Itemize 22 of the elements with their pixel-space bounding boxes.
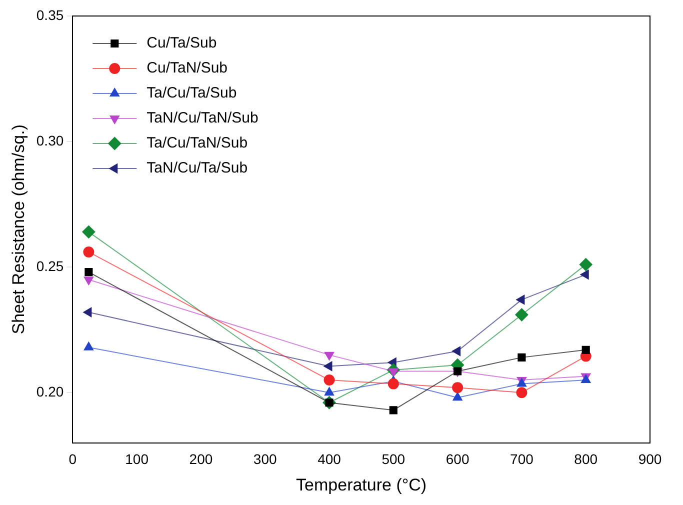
y-tick-label: 0.25 <box>36 258 64 274</box>
y-axis-title: Sheet Resistance (ohm/sq.) <box>8 124 28 334</box>
y-tick-label: 0.30 <box>36 132 64 148</box>
legend-label: Ta/Cu/TaN/Sub <box>146 134 248 152</box>
y-tick-label: 0.20 <box>36 383 64 400</box>
x-tick-label: 900 <box>638 451 662 468</box>
x-tick-label: 700 <box>510 451 534 468</box>
x-tick-label: 500 <box>382 451 406 468</box>
x-tick-label: 400 <box>318 451 342 468</box>
legend-label: TaN/Cu/TaN/Sub <box>146 110 258 127</box>
x-tick-label: 300 <box>253 451 277 468</box>
x-tick-label: 600 <box>446 451 470 468</box>
x-tick-label: 200 <box>189 451 213 468</box>
legend-label: Cu/TaN/Sub <box>146 60 228 77</box>
legend-label: Cu/Ta/Sub <box>146 34 217 52</box>
legend-label: TaN/Cu/Ta/Sub <box>146 160 248 177</box>
x-tick-label: 0 <box>68 451 77 468</box>
x-tick-label: 100 <box>125 451 149 468</box>
x-axis-title: Temperature (°C) <box>296 475 427 494</box>
legend-label: Ta/Cu/Ta/Sub <box>146 84 237 102</box>
y-tick-label: 0.35 <box>36 6 64 23</box>
x-tick-label: 800 <box>574 451 598 468</box>
